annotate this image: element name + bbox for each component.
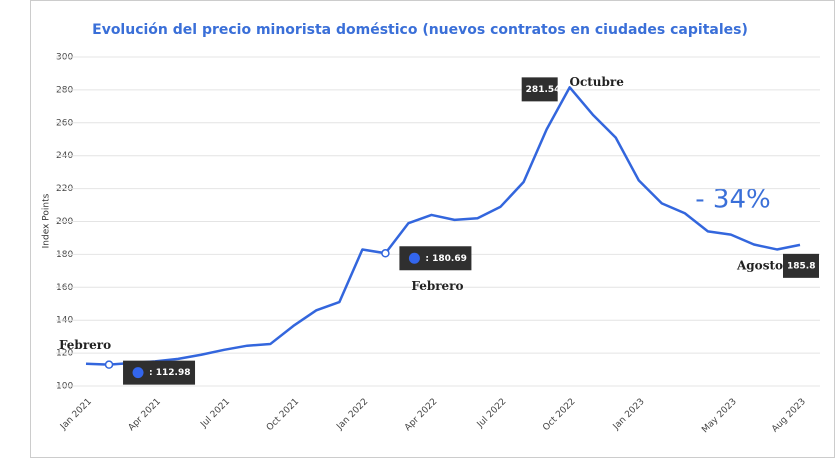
tooltip-dot [132,367,144,379]
chart-title: Evolución del precio minorista doméstico… [92,22,748,38]
value-tooltip: : 180.69 [399,246,472,271]
line [85,86,801,366]
point-marker [104,360,114,369]
tooltip-box [521,77,558,102]
value-tooltip: : 112.98 [123,360,196,385]
point-label: Octubre [569,75,624,89]
value-label: : 112.98 [149,368,190,378]
frame [30,0,835,458]
point-label: Agosto [736,258,783,272]
tooltip-dot [408,252,420,264]
point-label: Febrero [411,279,463,293]
tooltip-box [783,253,819,278]
value-tooltip: 185.8 [783,253,819,278]
value-label: 185.8 [787,261,815,271]
value-tooltip: 281.54 [521,77,561,102]
point-label: Febrero [59,338,111,352]
y-axis-label: Index Points [42,193,52,248]
change-annotation: - 34% [695,185,770,215]
value-label: : 180.69 [425,254,466,264]
value-label: 281.54 [526,85,561,95]
point-marker [381,249,390,258]
